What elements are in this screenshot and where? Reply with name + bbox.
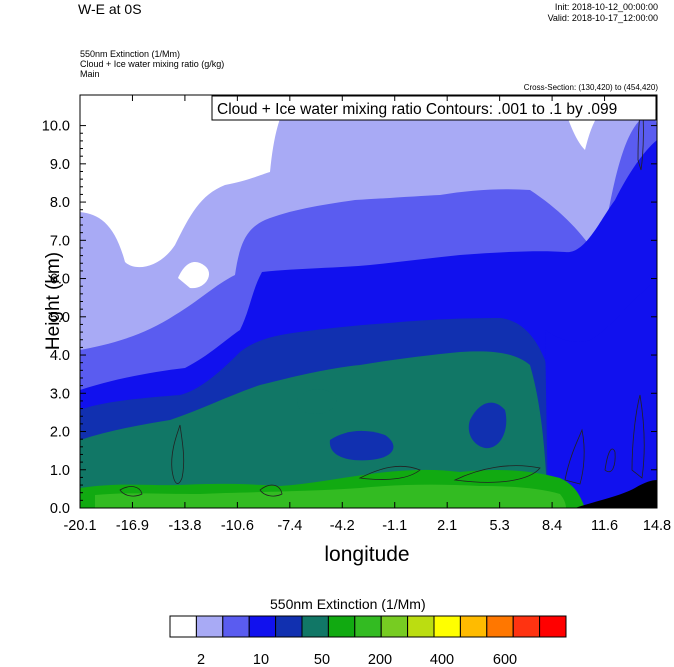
- contour-line: [259, 484, 283, 497]
- field-list: 550nm Extinction (1/Mm) Cloud + Ice wate…: [80, 49, 224, 79]
- colorbar-label: 2: [197, 652, 205, 667]
- x-tick-label: -16.9: [116, 518, 149, 534]
- contour-line: [564, 428, 585, 485]
- band-light-green: [95, 484, 566, 508]
- colorbar-title: 550nm Extinction (1/Mm): [270, 596, 426, 612]
- x-tick-label: 2.1: [437, 518, 457, 534]
- x-tick-label: 11.6: [591, 518, 618, 534]
- y-tick-label: 10.0: [42, 119, 70, 135]
- y-tick-label: 7.0: [50, 233, 70, 249]
- colorbar-label: 600: [493, 652, 517, 667]
- colorbar-swatch: [512, 615, 541, 638]
- x-tick-label: -20.1: [63, 518, 96, 534]
- band-dark-blue-hole-2: [468, 402, 507, 449]
- colorbar-swatch: [327, 615, 356, 638]
- x-axis: -20.1 -16.9 -13.8 -10.6 -7.4 -4.2 -1.1 2.1 5.3 8.…: [63, 95, 671, 534]
- y-axis: 0.0 1.0 2.0 3.0 4.0 5.0 6.0 7.0 8.0 9.0 10.0: [42, 119, 657, 517]
- contour-line: [453, 465, 541, 483]
- colorbar-swatch: [195, 615, 224, 638]
- y-tick-label: 9.0: [50, 157, 70, 173]
- y-axis-label: Height (km): [43, 251, 64, 351]
- band-teal-blob: [297, 389, 337, 414]
- y-tick-label: 3.0: [50, 386, 70, 402]
- x-tick-label: -4.2: [330, 518, 355, 534]
- colorbar-label: 200: [368, 652, 392, 667]
- colorbar-swatch: [275, 615, 303, 638]
- colorbar-swatch: [486, 615, 514, 638]
- colorbar-swatch: [354, 615, 382, 638]
- x-tick-label: 14.8: [643, 518, 671, 534]
- x-tick-label: -7.4: [277, 518, 302, 534]
- time-info: Init: 2018-10-12_00:00:00 Valid: 2018-10…: [548, 2, 658, 24]
- colorbar: 2 10 50 200 400 600: [169, 615, 567, 667]
- colorbar-swatch: [459, 615, 488, 638]
- init-time: Init: 2018-10-12_00:00:00: [554, 2, 658, 12]
- x-tick-label: -1.1: [382, 518, 407, 534]
- contour-line: [119, 486, 143, 497]
- y-tick-label: 8.0: [50, 195, 70, 211]
- colorbar-swatch: [407, 615, 435, 638]
- x-tick-label: -10.6: [221, 518, 254, 534]
- x-tick-label: 8.4: [542, 518, 562, 534]
- band-teal: [80, 351, 548, 508]
- colorbar-label: 400: [430, 652, 454, 667]
- contour-line: [604, 448, 616, 473]
- contour-line: [171, 424, 185, 484]
- colorbar-swatch: [301, 615, 329, 638]
- colorbar-swatch: [539, 615, 567, 638]
- colorbar-swatch: [248, 615, 277, 638]
- band-dark-blue-hole: [329, 430, 394, 461]
- colorbar-label: 10: [253, 652, 269, 667]
- valid-time: Valid: 2018-10-17_12:00:00: [547, 13, 658, 23]
- field-extinction: 550nm Extinction (1/Mm): [80, 49, 181, 59]
- y-tick-label: 2.0: [50, 425, 70, 441]
- band-lowest-patch: [178, 262, 210, 289]
- field-mixing-ratio: Cloud + Ice water mixing ratio (g/kg): [80, 59, 225, 69]
- colorbar-swatch: [169, 615, 197, 638]
- contour-line: [358, 465, 421, 480]
- contour-line: [631, 394, 645, 479]
- x-tick-label: 5.3: [490, 518, 510, 534]
- colorbar-label: 50: [314, 652, 330, 667]
- heatmap-field: [80, 95, 657, 508]
- y-tick-label: 5.0: [50, 310, 70, 326]
- y-tick-label: 1.0: [50, 463, 70, 479]
- cross-section-label: Cross-Section: (130,420) to (454,420): [523, 83, 658, 92]
- contour-annotation: Cloud + Ice water mixing ratio Contours:…: [217, 101, 617, 118]
- colorbar-swatch: [222, 615, 250, 638]
- field-main: Main: [80, 69, 100, 79]
- terrain: [575, 480, 657, 508]
- y-tick-label: 0.0: [50, 501, 70, 517]
- y-tick-label: 6.0: [50, 272, 70, 288]
- x-tick-label: -13.8: [168, 518, 201, 534]
- y-tick-label: 4.0: [50, 348, 70, 364]
- colorbar-swatch: [433, 615, 461, 638]
- colorbar-swatch: [380, 615, 409, 638]
- x-axis-label: longitude: [324, 543, 410, 566]
- contour-annotation-box: [211, 95, 657, 121]
- chart-title: W-E at 0S: [78, 1, 142, 17]
